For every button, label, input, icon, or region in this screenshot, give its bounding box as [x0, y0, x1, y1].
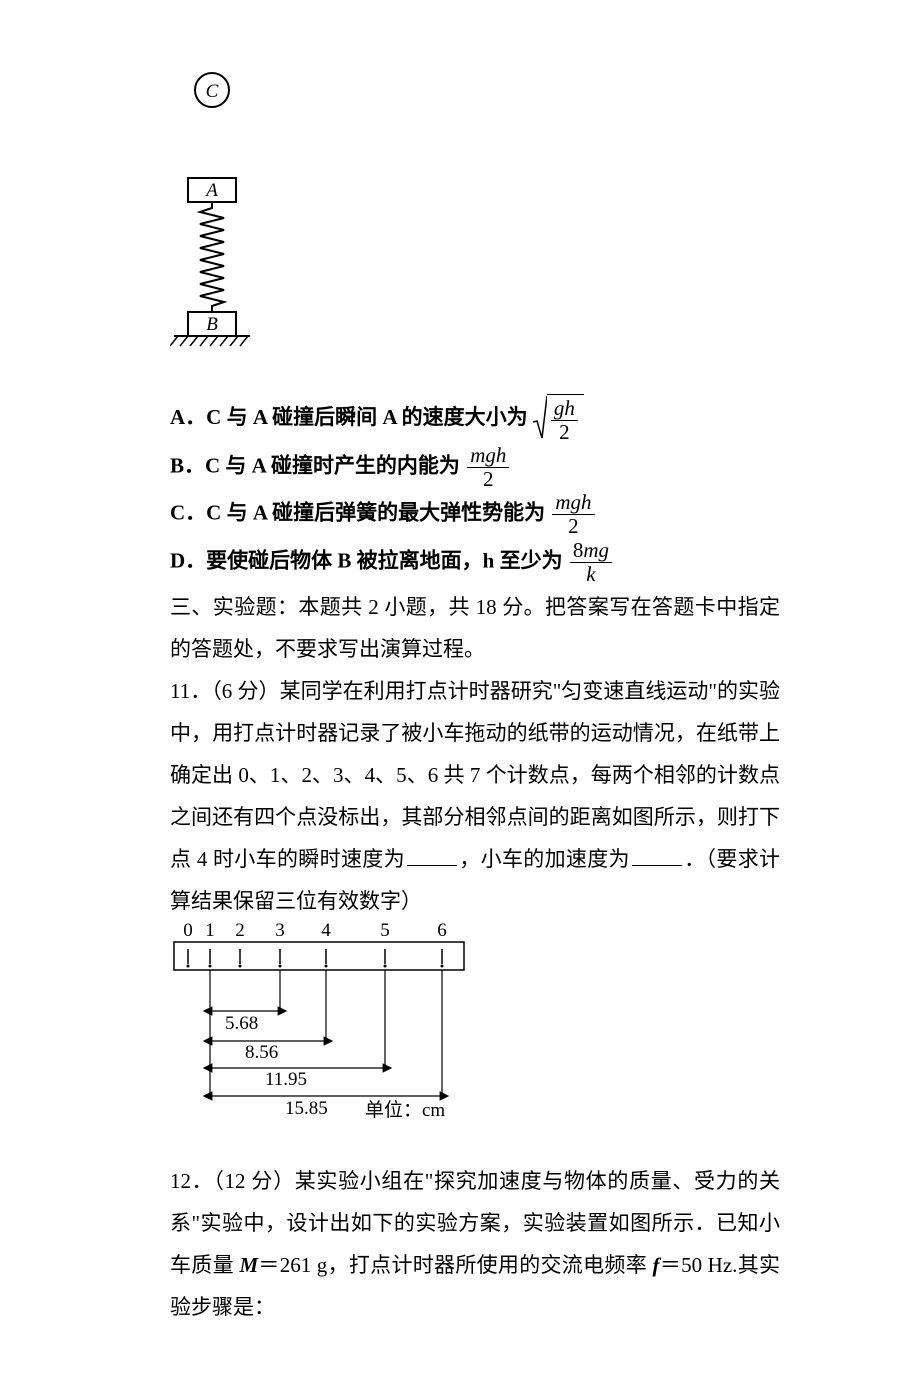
option-c-text: C 与 A 碰撞后弹簧的最大弹性势能为	[206, 501, 545, 525]
option-d: D．要使碰后物体 B 被拉离地面，h 至少为 8mg k	[170, 539, 780, 586]
q12-num: 12．	[170, 1169, 213, 1193]
svg-text:单位：cm: 单位：cm	[365, 1099, 445, 1121]
svg-text:8.56: 8.56	[245, 1042, 278, 1063]
option-b: B．C 与 A 碰撞时产生的内能为 mgh 2	[170, 444, 780, 491]
option-a-label: A．	[170, 405, 206, 429]
q12-mass-var: M	[239, 1253, 258, 1277]
tape-svg: 5.68 8.56 11.95 15.85 单位：cm 01 2 3 4 5 6	[170, 922, 490, 1126]
svg-text:1: 1	[205, 922, 215, 941]
svg-text:5: 5	[380, 922, 390, 941]
section3-heading: 三、实验题：本题共 2 小题，共 18 分。把答案写在答题卡中指定的答题处，不要…	[170, 586, 780, 670]
q11-num: 11．	[170, 679, 211, 703]
spring-diagram-svg: C A B	[170, 70, 280, 360]
svg-text:3: 3	[275, 922, 285, 941]
q12-freq-var: f	[653, 1253, 660, 1277]
q12-body2: ＝261 g，打点计时器所使用的交流电频率	[258, 1253, 652, 1277]
option-a-expr: gh 2	[533, 394, 584, 444]
option-b-text: C 与 A 碰撞时产生的内能为	[205, 454, 460, 478]
option-b-expr: mgh 2	[467, 444, 509, 491]
svg-text:0: 0	[183, 922, 193, 941]
svg-text:5.68: 5.68	[225, 1013, 258, 1034]
label-a: A	[204, 180, 218, 201]
q11-text: 11．（6 分）某同学在利用打点计时器研究"匀变速直线运动"的实验中，用打点计时…	[170, 670, 780, 922]
option-c-label: C．	[170, 501, 206, 525]
option-c: C．C 与 A 碰撞后弹簧的最大弹性势能为 mgh 2	[170, 491, 780, 538]
svg-text:2: 2	[235, 922, 245, 941]
svg-text:4: 4	[321, 922, 331, 941]
option-a: A．C 与 A 碰撞后瞬间 A 的速度大小为 gh 2	[170, 394, 780, 444]
q11-body2: ，小车的加速度为	[459, 847, 630, 871]
q11-blank-1	[407, 844, 457, 866]
q11-body1: 某同学在利用打点计时器研究"匀变速直线运动"的实验中，用打点计时器记录了被小车拖…	[170, 679, 780, 871]
option-c-expr: mgh 2	[552, 491, 594, 538]
option-a-text: C 与 A 碰撞后瞬间 A 的速度大小为	[206, 405, 527, 429]
option-d-text: 要使碰后物体 B 被拉离地面，h 至少为	[206, 548, 562, 572]
option-d-expr: 8mg k	[570, 539, 612, 586]
svg-text:11.95: 11.95	[265, 1069, 307, 1090]
q12-points: （12 分）	[213, 1169, 294, 1193]
label-b: B	[206, 314, 218, 335]
label-c: C	[206, 81, 219, 102]
figure-tape: 5.68 8.56 11.95 15.85 单位：cm 01 2 3 4 5 6	[170, 922, 780, 1140]
svg-text:6: 6	[437, 922, 447, 941]
q11-points: （6 分）	[211, 679, 279, 703]
option-d-label: D．	[170, 548, 206, 572]
option-b-label: B．	[170, 454, 205, 478]
svg-text:15.85: 15.85	[285, 1098, 328, 1119]
figure-spring-system: C A B	[170, 70, 780, 374]
q12-text: 12．（12 分）某实验小组在"探究加速度与物体的质量、受力的关系"实验中，设计…	[170, 1160, 780, 1328]
q11-blank-2	[632, 844, 682, 866]
